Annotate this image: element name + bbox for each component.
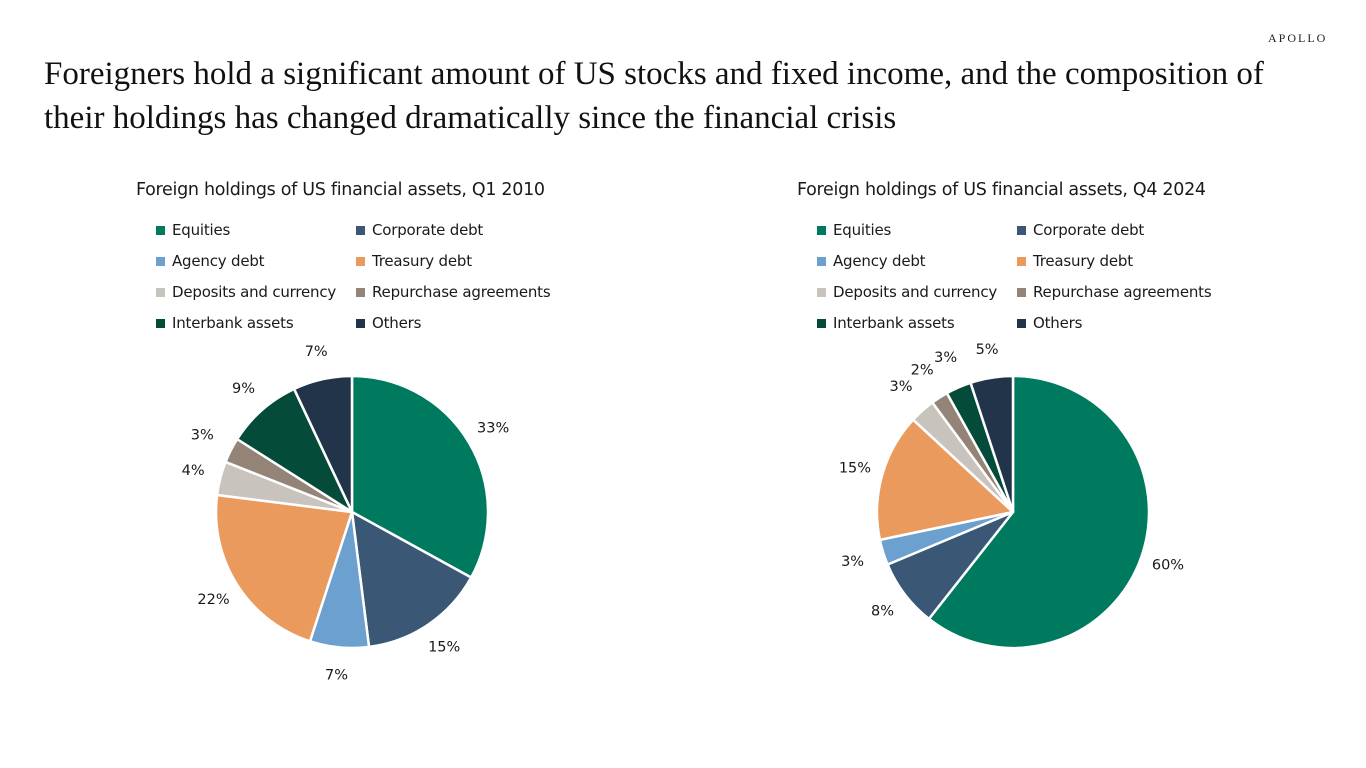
legend-swatch bbox=[817, 318, 826, 328]
legend-label: Repurchase agreements bbox=[1033, 283, 1212, 301]
legend-label: Deposits and currency bbox=[833, 283, 998, 301]
legend-swatch bbox=[356, 225, 365, 235]
data-label-equities: 60% bbox=[1152, 558, 1184, 574]
legend-label: Agency debt bbox=[833, 252, 926, 270]
legend-swatch bbox=[356, 318, 365, 328]
legend-item-treasury-debt: Treasury debt bbox=[356, 251, 596, 271]
data-label-corporate-debt: 15% bbox=[428, 640, 460, 656]
pie-chart-2024: Foreign holdings of US financial assets,… bbox=[797, 178, 1317, 698]
legend-item-corporate-debt: Corporate debt bbox=[356, 220, 596, 240]
legend-label: Equities bbox=[172, 221, 231, 239]
legend-label: Equities bbox=[833, 221, 892, 239]
pie-slice-equities bbox=[350, 374, 490, 579]
legend-item-equities: Equities bbox=[156, 220, 356, 240]
legend-label: Treasury debt bbox=[372, 252, 472, 270]
legend-swatch bbox=[156, 256, 165, 266]
legend-item-repurchase-agreements: Repurchase agreements bbox=[1017, 282, 1257, 302]
legend-item-others: Others bbox=[356, 313, 596, 333]
data-label-repurchase-agreements: 2% bbox=[911, 363, 934, 379]
legend-item-treasury-debt: Treasury debt bbox=[1017, 251, 1257, 271]
legend-swatch bbox=[817, 225, 826, 235]
legend-label: Repurchase agreements bbox=[372, 283, 551, 301]
legend-item-interbank-assets: Interbank assets bbox=[817, 313, 1017, 333]
legend-swatch bbox=[156, 318, 165, 328]
legend-label: Others bbox=[372, 314, 422, 332]
legend-item-agency-debt: Agency debt bbox=[817, 251, 1017, 271]
legend-label: Corporate debt bbox=[1033, 221, 1145, 239]
legend-label: Interbank assets bbox=[172, 314, 294, 332]
data-label-interbank-assets: 3% bbox=[934, 350, 957, 366]
legend-swatch bbox=[1017, 256, 1026, 266]
data-label-treasury-debt: 15% bbox=[839, 460, 871, 476]
brand-logo: APOLLO bbox=[1268, 31, 1328, 45]
pie-svg: 33% 15% 7% 22% 4% 3% 9% 7% bbox=[182, 344, 510, 683]
chart-title: Foreign holdings of US financial assets,… bbox=[136, 180, 545, 200]
pie-slice-others bbox=[969, 374, 1015, 514]
data-label-deposits-and-currency: 4% bbox=[182, 463, 205, 479]
legend-label: Corporate debt bbox=[372, 221, 484, 239]
data-label-equities: 33% bbox=[477, 421, 509, 437]
pie-slice-equities bbox=[927, 374, 1151, 650]
legend-item-deposits-and-currency: Deposits and currency bbox=[156, 282, 356, 302]
chart-legend: Equities Corporate debt Agency debt Treasur… bbox=[156, 220, 596, 333]
legend-label: Interbank assets bbox=[833, 314, 955, 332]
data-label-agency-debt: 7% bbox=[325, 667, 348, 683]
data-label-deposits-and-currency: 3% bbox=[889, 379, 912, 395]
legend-swatch bbox=[156, 287, 165, 297]
legend-swatch bbox=[356, 256, 365, 266]
pie-slice-treasury-debt bbox=[214, 493, 354, 643]
chart-legend: Equities Corporate debt Agency debt Treasur… bbox=[817, 220, 1257, 333]
legend-label: Agency debt bbox=[172, 252, 265, 270]
legend-swatch bbox=[1017, 287, 1026, 297]
legend-label: Treasury debt bbox=[1033, 252, 1133, 270]
data-label-treasury-debt: 22% bbox=[197, 592, 229, 608]
legend-swatch bbox=[356, 287, 365, 297]
data-label-interbank-assets: 9% bbox=[232, 381, 255, 397]
chart-title: Foreign holdings of US financial assets,… bbox=[797, 180, 1206, 200]
pie-slice-corporate-debt bbox=[350, 510, 473, 649]
legend-label: Others bbox=[1033, 314, 1083, 332]
legend-item-interbank-assets: Interbank assets bbox=[156, 313, 356, 333]
legend-swatch bbox=[1017, 318, 1026, 328]
legend-item-repurchase-agreements: Repurchase agreements bbox=[356, 282, 596, 302]
pie-chart-2010: Foreign holdings of US financial assets,… bbox=[136, 178, 656, 698]
pie-slice-treasury-debt bbox=[875, 418, 1015, 542]
legend-swatch bbox=[156, 225, 165, 235]
pie-svg: 60%8%3%15%3%2%3%5% bbox=[839, 342, 1184, 650]
data-label-corporate-debt: 8% bbox=[871, 603, 894, 619]
pie-slice-others bbox=[292, 374, 354, 514]
data-label-repurchase-agreements: 3% bbox=[191, 428, 214, 444]
legend-swatch bbox=[817, 287, 826, 297]
legend-item-agency-debt: Agency debt bbox=[156, 251, 356, 271]
data-label-others: 7% bbox=[305, 344, 328, 360]
legend-label: Deposits and currency bbox=[172, 283, 337, 301]
legend-swatch bbox=[1017, 225, 1026, 235]
data-label-agency-debt: 3% bbox=[841, 554, 864, 570]
page-headline: Foreigners hold a significant amount of … bbox=[44, 56, 1264, 136]
data-label-others: 5% bbox=[976, 342, 999, 358]
legend-item-corporate-debt: Corporate debt bbox=[1017, 220, 1257, 240]
legend-item-equities: Equities bbox=[817, 220, 1017, 240]
legend-swatch bbox=[817, 256, 826, 266]
legend-item-deposits-and-currency: Deposits and currency bbox=[817, 282, 1017, 302]
legend-item-others: Others bbox=[1017, 313, 1257, 333]
